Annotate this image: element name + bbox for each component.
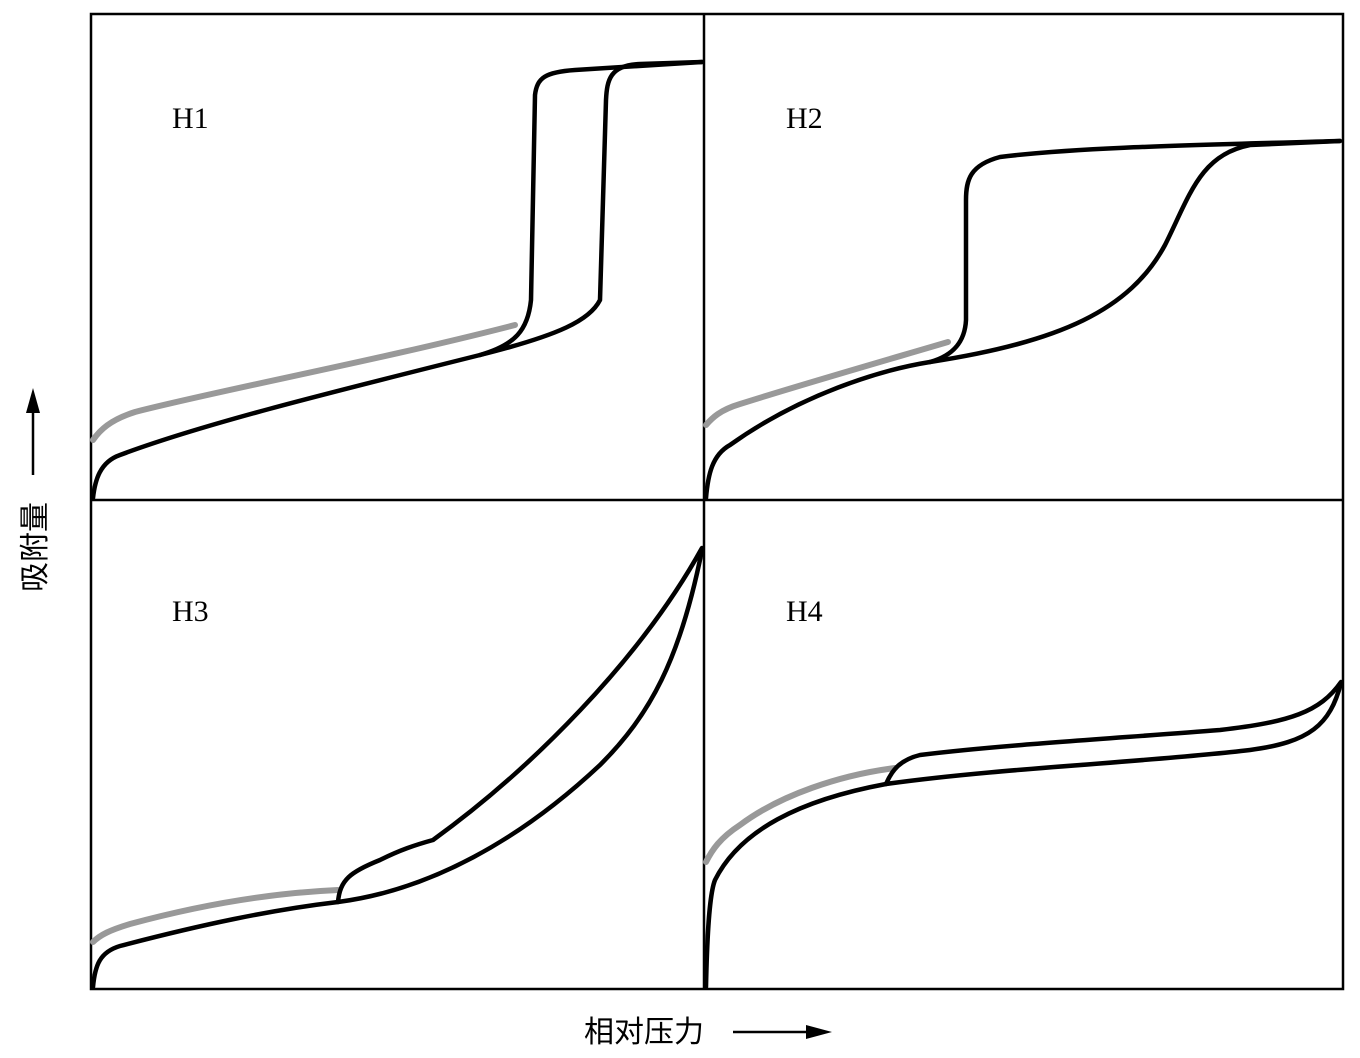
- h3-desorption-curve: [335, 545, 705, 905]
- h2-extension-curve: [703, 339, 951, 428]
- panel-label-h3: H3: [172, 595, 209, 628]
- panel-label-h1: H1: [172, 102, 209, 135]
- h3-adsorption-curve: [90, 547, 705, 990]
- h1-adsorption-curve: [90, 59, 705, 501]
- x-axis-label-group: 相对压力: [584, 1015, 832, 1050]
- h4-desorption-curve: [883, 679, 1344, 787]
- h3-extension-curve: [90, 887, 341, 945]
- h2-desorption-curve: [927, 138, 1343, 365]
- h1-extension-curve: [90, 322, 518, 443]
- y-axis-label: 吸附量: [18, 502, 53, 592]
- y-axis-label-group: 吸附量: [18, 388, 53, 592]
- outer-frame: [89, 12, 1345, 991]
- panel-label-h2: H2: [786, 102, 823, 135]
- h4-adsorption-curve: [703, 680, 1344, 990]
- panel-h1: H1: [90, 59, 705, 501]
- x-axis-label: 相对压力: [584, 1015, 704, 1050]
- panel-frames: [89, 12, 1345, 991]
- h4-extension-curve: [703, 765, 898, 865]
- h2-adsorption-curve: [703, 138, 1343, 501]
- panel-h3: H3: [90, 545, 705, 990]
- y-axis-arrow-icon: [26, 388, 40, 413]
- x-axis-arrow-icon: [806, 1025, 832, 1039]
- panel-h2: H2: [703, 102, 1343, 501]
- panel-label-h4: H4: [786, 595, 823, 628]
- h1-desorption-curve: [477, 59, 705, 358]
- panel-h4: H4: [703, 595, 1344, 990]
